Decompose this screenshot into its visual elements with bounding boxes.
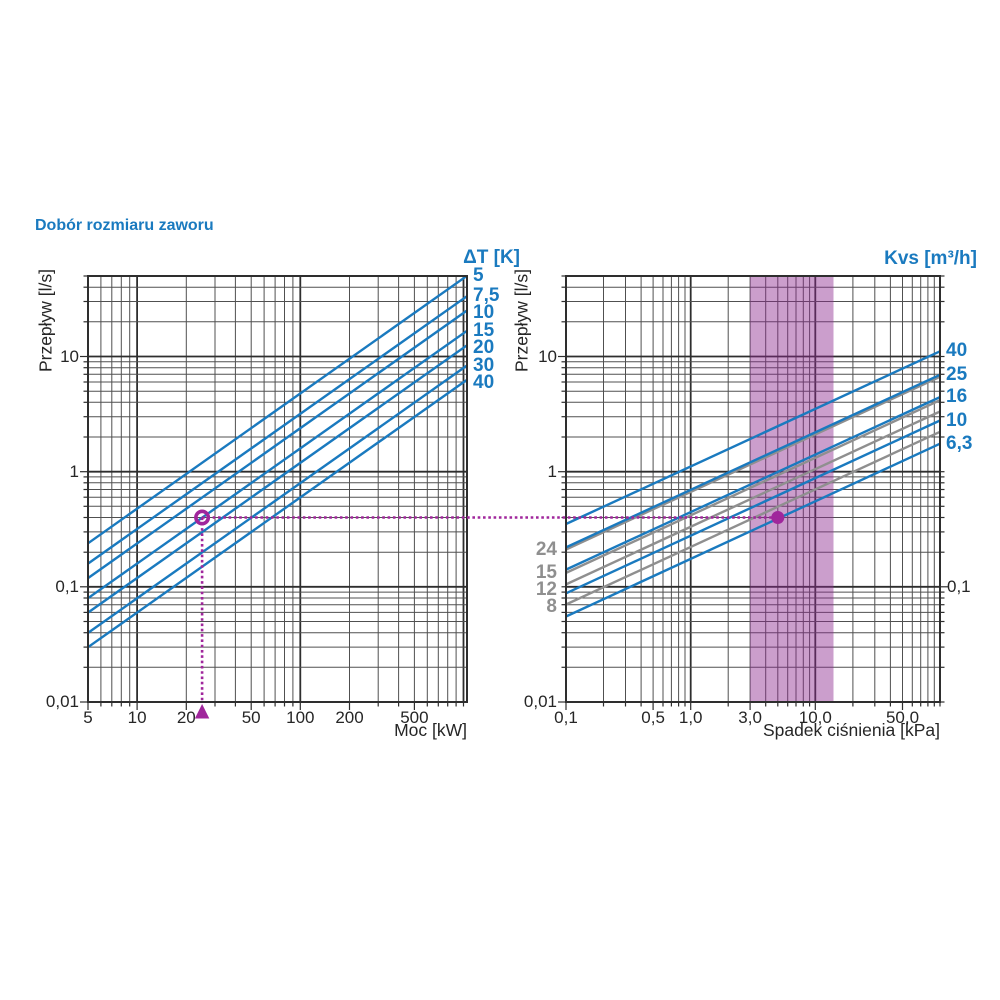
series-line-6,3 [565,442,941,618]
x-tick-label-50,0: 50,0 [885,708,920,727]
pressure-drop-flow-chart-grid [565,275,941,703]
x-tick-label-0,1: 0,1 [554,708,578,727]
left-chart-y-axis-title: Przepływ [l/s] [35,268,56,373]
series-label-15: 15 [473,319,495,341]
y-tick-label-10: 10 [60,346,79,366]
x-tick-label-500: 500 [400,708,429,727]
x-tick-label-5: 5 [83,708,93,727]
right-chart-legend-title: Kvs [m³/h] [884,248,977,269]
series-label-6,3: 6,3 [946,432,973,454]
pressure-drop-flow-chart-lines [565,350,941,618]
selection-ring-marker [194,509,211,526]
y-tick-label-10: 10 [538,346,557,366]
series-line-8 [565,430,941,606]
selection-dot-marker [771,511,785,524]
series-line-40 [565,350,941,526]
page-title: Dobór rozmiaru zaworu [35,217,214,234]
series-label-30: 30 [473,354,495,376]
series-line-24 [565,375,941,551]
left-chart-legend-title: ΔT [K] [463,247,520,268]
series-line-40 [87,378,468,649]
left-chart-x-axis-title: Moc [kW] [394,720,467,740]
power-flow-chart-grid [87,275,467,703]
y-tick-label-0,01: 0,01 [45,692,79,711]
y-tick-label-1: 1 [547,461,557,481]
right-chart-y-axis-title: Przepływ [l/s] [511,268,532,373]
series-label-24: 24 [535,538,557,560]
power-flow-chart-border [87,275,468,703]
x-tick-label-0,5: 0,5 [641,708,665,727]
power-flow-chart-lines [87,274,468,649]
series-label-10: 10 [946,409,968,431]
series-line-10 [565,419,941,595]
series-line-10 [87,309,468,580]
selection-triangle-marker [194,704,210,719]
x-tick-label-50: 50 [241,708,261,727]
series-label-25: 25 [946,363,968,385]
series-label-16: 16 [946,386,968,408]
x-tick-label-10,0: 10,0 [798,708,832,727]
series-line-12 [565,410,941,586]
series-line-20 [87,344,468,614]
y-tick-label-0,1: 0,1 [55,576,79,596]
series-label-20: 20 [473,336,495,358]
series-line-15 [87,329,468,600]
y-tick-label-1: 1 [69,461,79,481]
x-tick-label-100: 100 [286,708,315,727]
selection-annotation [194,509,785,719]
series-line-5 [87,274,468,545]
series-label-8: 8 [546,595,557,617]
x-tick-label-3,0: 3,0 [738,708,762,727]
x-tick-label-20: 20 [176,708,196,727]
x-tick-label-200: 200 [335,708,364,727]
pressure-drop-flow-chart-border [565,275,941,703]
y-tick-label-0,1: 0,1 [947,576,971,596]
series-line-16 [565,396,941,571]
series-line-7,5 [87,295,468,565]
series-label-5: 5 [473,264,484,286]
series-label-15: 15 [535,561,557,583]
series-label-12: 12 [535,578,557,600]
series-label-40: 40 [946,340,968,362]
right-chart-x-axis-title: Spadek ciśnienia [kPa] [762,720,940,740]
series-label-7,5: 7,5 [473,285,500,307]
series-line-15 [565,399,941,574]
x-tick-label-10: 10 [127,708,147,727]
series-label-40: 40 [473,371,495,393]
y-tick-label-0,01: 0,01 [523,692,557,711]
series-label-10: 10 [473,302,495,324]
x-tick-label-1,0: 1,0 [678,708,703,727]
series-line-30 [87,364,468,634]
